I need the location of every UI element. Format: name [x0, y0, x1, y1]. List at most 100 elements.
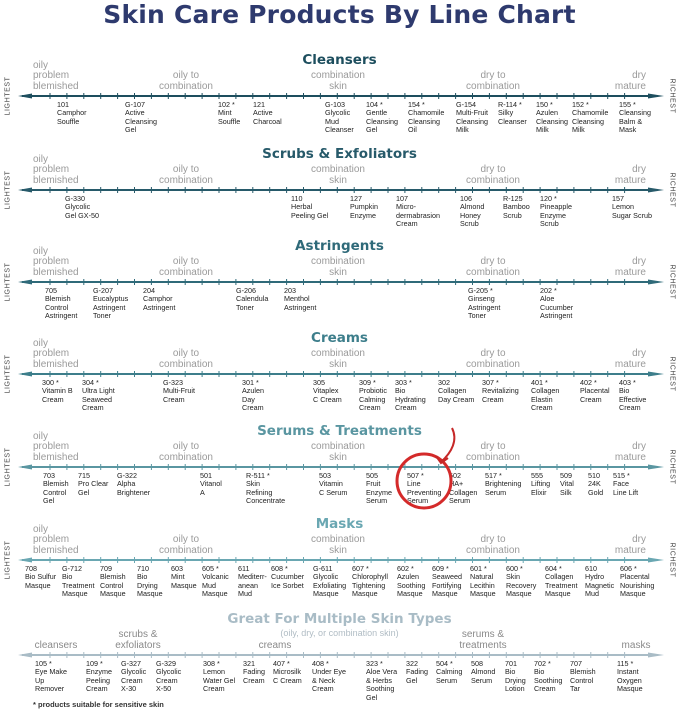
- product-item: 600 * Skin Recovery Masque: [506, 564, 537, 599]
- product-name: Fading Cream: [243, 667, 265, 685]
- skin-type-label: oily problem blemished: [33, 245, 79, 278]
- product-code: 101: [57, 100, 69, 109]
- product-name: Collagen Treatment Masque: [545, 572, 578, 599]
- skin-type-label: combination skin: [311, 348, 365, 370]
- skin-type-label: dry to combination: [466, 70, 520, 92]
- axis-line: [18, 652, 664, 658]
- product-name: Camphor Souffle: [57, 108, 87, 126]
- product-name: Fading Gel: [406, 667, 428, 685]
- product-code: G-103: [325, 100, 345, 109]
- product-name: Fruit Enzyme Serum: [366, 479, 392, 506]
- product-code: 307 *: [482, 378, 499, 387]
- section-title: Scrubs & Exfoliators: [262, 146, 417, 162]
- product-item: 604 * Collagen Treatment Masque: [545, 564, 578, 599]
- skin-type-label: oily problem blemished: [33, 523, 79, 556]
- product-item: 102 * Mint Souffle: [218, 100, 240, 126]
- product-item: 611 Mediterr- anean Mud: [238, 564, 267, 599]
- product-code: G-206: [236, 286, 256, 295]
- skin-type-label: oily problem blemished: [33, 337, 79, 370]
- product-name: Pineapple Enzyme Scrub: [540, 202, 572, 229]
- product-code: 610: [585, 564, 597, 573]
- product-name: Blemish Control Astringent: [45, 294, 78, 321]
- page-title: Skin Care Products By Line Chart: [103, 0, 576, 29]
- product-code: G-323: [163, 378, 183, 387]
- product-item: 509 Vital Silk: [560, 471, 574, 497]
- arrow-left-icon: [18, 93, 32, 99]
- section-title: Creams: [311, 330, 368, 346]
- skin-type-label: dry to combination: [466, 441, 520, 463]
- product-name: Under Eye & Neck Cream: [312, 667, 346, 694]
- product-item: 321 Fading Cream: [243, 659, 265, 685]
- product-name: Brightening Serum: [485, 479, 522, 497]
- product-code: 322: [406, 659, 418, 668]
- section-cleansers: Cleansers oily problem blemished oily to c…: [0, 50, 679, 142]
- product-code: 127: [350, 194, 362, 203]
- product-item: 157 Lemon Sugar Scrub: [612, 194, 652, 220]
- product-code: 107: [396, 194, 408, 203]
- product-code: 309 *: [359, 378, 376, 387]
- product-item: 701 Bio Drying Lotion: [505, 659, 526, 694]
- product-item: 505 Fruit Enzyme Serum: [366, 471, 392, 506]
- skin-type-label: dry to combination: [466, 164, 520, 186]
- product-name: Skin Recovery Masque: [506, 572, 537, 599]
- product-code: 600 *: [506, 564, 523, 573]
- product-item: G-154 Multi-Fruit Cleansing Milk: [456, 100, 488, 135]
- product-item: 517 * Brightening Serum: [485, 471, 522, 497]
- product-name: Almond Honey Scrub: [460, 202, 485, 229]
- product-item: 601 * Natural Lecithin Masque: [470, 564, 496, 599]
- product-item: 127 Pumpkin Enzyme: [350, 194, 378, 220]
- product-item: 408 * Under Eye & Neck Cream: [312, 659, 346, 694]
- product-code: 106: [460, 194, 472, 203]
- product-item: 401 * Collagen Elastin Cream: [531, 378, 559, 413]
- section-title: Cleansers: [302, 52, 377, 68]
- product-item: 323 * Aloe Vera & Herbs Soothing Gel: [366, 659, 397, 702]
- product-item: 403 * Bio Effective Cream: [619, 378, 646, 413]
- product-code: 102 *: [218, 100, 235, 109]
- product-name: Glycolic Cream X-50: [156, 667, 182, 694]
- product-code: 510: [588, 471, 600, 480]
- product-name: Placental Nourishing Masque: [620, 572, 655, 599]
- category-label: scrubs & exfoliators: [115, 629, 161, 651]
- product-item: 609 * Seaweed Fortifying Masque: [432, 564, 462, 599]
- product-item: R-125 Bamboo Scrub: [503, 194, 530, 220]
- product-item: 515 * Face Line Lift: [613, 471, 638, 497]
- product-name: Volcanic Mud Masque: [202, 572, 229, 599]
- product-name: Micro- dermabrasion Cream: [396, 202, 440, 229]
- product-name: Herbal Peeling Gel: [291, 202, 329, 220]
- product-code: 708: [25, 564, 37, 573]
- product-code: 121: [253, 100, 265, 109]
- product-item: 602 * Azulen Soothing Masque: [397, 564, 425, 599]
- product-name: Chamomile Cleansing Milk: [572, 108, 609, 135]
- product-item: 715 Pro Clear Gel: [78, 471, 108, 497]
- product-code: 555: [531, 471, 543, 480]
- product-code: 705: [45, 286, 57, 295]
- product-item: 104 * Gentle Cleansing Gel: [366, 100, 398, 135]
- product-item: 305 Vitaplex C Cream: [313, 378, 342, 404]
- product-item: 304 * Ultra Light Seaweed Cream: [82, 378, 115, 413]
- product-item: 503 Vitamin C Serum: [319, 471, 348, 497]
- product-code: 603: [171, 564, 183, 573]
- product-name: Vital Silk: [560, 479, 574, 497]
- product-item: 555 Lifting Elixir: [531, 471, 550, 497]
- product-code: 155 *: [619, 100, 636, 109]
- product-name: Line Preventing Serum: [407, 479, 442, 506]
- product-item: 120 * Pineapple Enzyme Scrub: [540, 194, 572, 229]
- arrow-left-icon: [18, 652, 32, 658]
- product-name: Vitamin C Serum: [319, 479, 348, 497]
- product-name: Hydro Magnetic Mud: [585, 572, 615, 599]
- section-serums-treatments: Serums & Treatments oily problem blemishe…: [0, 421, 679, 513]
- arrow-right-icon: [648, 652, 664, 658]
- skin-type-label: oily problem blemished: [33, 59, 79, 92]
- product-name: Glycolic Gel GX-50: [65, 202, 99, 220]
- product-item: G-329 Glycolic Cream X-50: [156, 659, 182, 694]
- product-item: 605 * Volcanic Mud Masque: [202, 564, 229, 599]
- product-name: Bio Drying Masque: [137, 572, 163, 599]
- product-code: 150 *: [536, 100, 553, 109]
- product-name: Skin Refining Concentrate: [246, 479, 286, 506]
- product-item: G-322 Alpha Brightener: [117, 471, 150, 497]
- product-code: 203: [284, 286, 296, 295]
- product-item: G-205 * Ginseng Astringent Toner: [468, 286, 500, 321]
- product-code: 402 *: [580, 378, 597, 387]
- product-code: G-207: [93, 286, 113, 295]
- product-code: 154 *: [408, 100, 425, 109]
